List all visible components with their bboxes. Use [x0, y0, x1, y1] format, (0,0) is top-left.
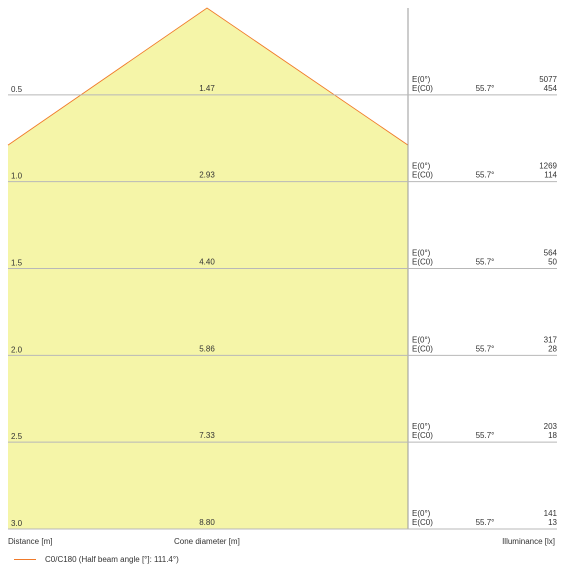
cone-diameter-axis-label: Cone diameter [m] — [174, 537, 240, 546]
ec0-value: 13 — [548, 518, 557, 527]
legend-swatch — [14, 559, 36, 560]
half-angle-label: 55.7° — [476, 258, 495, 267]
cone-diameter-label: 1.47 — [199, 84, 215, 93]
ec0-label: E(C0) — [412, 431, 433, 440]
half-angle-label: 55.7° — [476, 431, 495, 440]
cone-diameter-label: 2.93 — [199, 171, 215, 180]
half-angle-label: 55.7° — [476, 84, 495, 93]
e0-value: 1269 — [539, 162, 557, 171]
cone-diameter-label: 4.40 — [199, 258, 215, 267]
ec0-value: 50 — [548, 258, 557, 267]
e0-label: E(0°) — [412, 422, 431, 431]
ec0-label: E(C0) — [412, 518, 433, 527]
half-angle-label: 55.7° — [476, 344, 495, 353]
e0-value: 203 — [544, 422, 558, 431]
legend-label: C0/C180 (Half beam angle [°]: 111.4°) — [45, 555, 179, 564]
e0-value: 141 — [544, 509, 558, 518]
ec0-value: 114 — [544, 171, 557, 180]
e0-value: 317 — [544, 335, 558, 344]
ec0-value: 28 — [548, 344, 557, 353]
cone-diameter-label: 7.33 — [199, 431, 215, 440]
distance-label: 1.0 — [11, 172, 23, 181]
legend: C0/C180 (Half beam angle [°]: 111.4°) — [14, 555, 179, 564]
e0-label: E(0°) — [412, 509, 431, 518]
illuminance-axis-label: Illuminance [lx] — [502, 537, 555, 546]
cone-diameter-label: 8.80 — [199, 518, 215, 527]
ec0-value: 18 — [548, 431, 557, 440]
distance-label: 2.0 — [11, 345, 23, 354]
distance-label: 1.5 — [11, 259, 23, 268]
e0-label: E(0°) — [412, 75, 431, 84]
e0-value: 5077 — [539, 75, 557, 84]
e0-label: E(0°) — [412, 335, 431, 344]
distance-label: 0.5 — [11, 85, 23, 94]
cone-diameter-label: 5.86 — [199, 344, 215, 353]
distance-label: 2.5 — [11, 432, 23, 441]
half-angle-label: 55.7° — [476, 518, 495, 527]
distance-label: 3.0 — [11, 519, 23, 528]
ec0-value: 454 — [544, 84, 558, 93]
e0-label: E(0°) — [412, 249, 431, 258]
ec0-label: E(C0) — [412, 84, 433, 93]
e0-value: 564 — [544, 249, 558, 258]
e0-label: E(0°) — [412, 162, 431, 171]
beam-edge-line — [7, 7, 409, 146]
ec0-label: E(C0) — [412, 344, 433, 353]
distance-axis-label: Distance [m] — [8, 537, 53, 546]
ec0-label: E(C0) — [412, 171, 433, 180]
half-angle-label: 55.7° — [476, 171, 495, 180]
ec0-label: E(C0) — [412, 258, 433, 267]
